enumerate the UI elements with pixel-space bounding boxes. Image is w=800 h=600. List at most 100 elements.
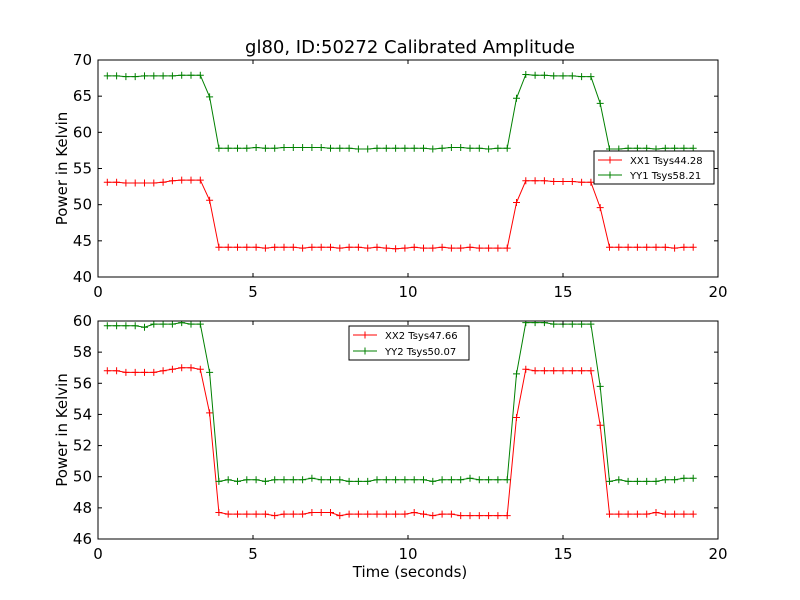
data-point-yy1 (224, 144, 232, 152)
data-point-xx1 (392, 245, 400, 253)
data-point-yy2 (373, 476, 381, 484)
data-point-xx2 (345, 510, 353, 518)
x-tick-label: 5 (248, 545, 258, 563)
data-point-yy2 (531, 321, 539, 327)
y-tick-label: 58 (73, 343, 92, 361)
data-point-xx1 (243, 243, 251, 251)
legend-box (593, 150, 715, 185)
data-point-yy1 (568, 72, 576, 80)
data-point-yy2 (103, 322, 111, 330)
data-point-xx2 (568, 367, 576, 375)
data-point-xx2 (392, 510, 400, 518)
series-line-xx1 (107, 179, 694, 250)
data-point-yy1 (438, 144, 446, 152)
y-tick-label: 54 (73, 405, 92, 423)
data-point-yy2 (168, 321, 176, 328)
x-tick-label: 10 (398, 545, 417, 563)
data-point-yy1 (131, 73, 139, 81)
data-point-xx1 (168, 177, 176, 185)
data-point-yy2 (131, 322, 139, 330)
y-tick-label: 70 (73, 51, 92, 69)
x-tick-label: 0 (93, 283, 103, 301)
data-point-yy1 (354, 145, 362, 153)
data-point-xx1 (401, 244, 409, 252)
data-point-yy2 (113, 322, 121, 330)
data-point-xx2 (187, 364, 195, 372)
data-point-yy2 (466, 474, 474, 482)
data-point-xx1 (271, 243, 279, 251)
data-point-xx1 (587, 178, 595, 186)
data-point-xx1 (661, 243, 669, 251)
data-point-yy1 (196, 71, 204, 79)
data-point-yy1 (457, 144, 465, 151)
data-point-xx1 (447, 244, 455, 252)
data-point-yy2 (680, 474, 688, 482)
data-point-xx2 (624, 510, 632, 518)
data-point-xx1 (550, 178, 558, 185)
x-tick-label: 5 (248, 283, 258, 301)
data-point-xx1 (327, 243, 334, 251)
data-point-xx1 (345, 243, 353, 251)
data-point-xx2 (689, 510, 697, 518)
data-point-xx2 (606, 510, 613, 518)
data-point-yy2 (587, 321, 595, 328)
data-point-yy1 (531, 71, 539, 79)
legend-marker-yy1 (606, 171, 614, 179)
data-point-yy2 (122, 322, 130, 330)
data-point-yy1 (392, 144, 400, 152)
data-point-yy2 (196, 321, 204, 328)
y-tick-label: 55 (73, 160, 92, 178)
legend-label-yy2: YY2 Tsys50.07 (384, 347, 456, 358)
data-point-xx1 (429, 244, 437, 252)
data-point-xx2 (299, 510, 307, 518)
data-point-yy2 (261, 477, 269, 485)
data-point-xx1 (261, 244, 269, 252)
series-line-yy1 (107, 73, 694, 150)
chart-bottom: Power in Kelvin Time (seconds) 0 5 10 15 20 4… (53, 312, 728, 581)
data-point-yy1 (401, 144, 409, 152)
chart-title: gl80, ID:50272 Calibrated Amplitude (245, 37, 575, 58)
data-point-yy2 (447, 476, 455, 484)
data-point-yy2 (289, 476, 297, 484)
data-point-yy1 (178, 71, 186, 79)
data-point-yy1 (494, 144, 502, 152)
data-point-yy2 (345, 477, 353, 485)
data-point-xx1 (206, 196, 214, 204)
data-point-xx2 (224, 510, 232, 518)
data-point-yy2 (429, 477, 437, 485)
data-point-xx1 (280, 243, 288, 251)
data-point-yy2 (596, 382, 604, 390)
data-point-yy2 (438, 476, 446, 484)
data-point-xx2 (643, 510, 651, 518)
data-point-yy1 (243, 144, 251, 152)
data-point-xx2 (336, 512, 344, 520)
data-point-xx2 (159, 367, 167, 375)
data-point-xx1 (234, 243, 241, 251)
data-point-xx1 (689, 243, 697, 251)
legend-label-xx2: XX2 Tsys47.66 (385, 331, 458, 342)
data-point-yy2 (624, 477, 632, 485)
data-point-xx1 (364, 244, 372, 252)
data-point-yy2 (224, 476, 232, 484)
data-point-xx2 (280, 510, 288, 518)
legend-label-xx1: XX1 Tsys44.28 (630, 156, 703, 167)
data-point-xx1 (103, 178, 111, 186)
data-point-yy1 (364, 145, 372, 153)
data-point-xx2 (661, 510, 669, 518)
data-point-yy2 (234, 477, 241, 485)
x-axis-label: Time (seconds) (352, 563, 468, 581)
data-point-xx2 (457, 512, 465, 520)
data-point-yy1 (141, 72, 148, 80)
data-point-xx1 (159, 178, 167, 186)
data-point-yy2 (689, 474, 697, 482)
data-point-xx2 (131, 368, 139, 376)
chart-top: gl80, ID:50272 Calibrated Amplitude Powe… (53, 37, 728, 301)
data-point-xx2 (587, 367, 595, 375)
data-point-xx2 (261, 510, 269, 518)
data-point-yy2 (606, 477, 613, 485)
data-point-xx2 (475, 512, 483, 520)
data-point-xx2 (364, 510, 372, 518)
data-point-xx2 (113, 367, 121, 375)
data-point-yy1 (206, 93, 214, 101)
data-point-yy2 (382, 476, 390, 484)
